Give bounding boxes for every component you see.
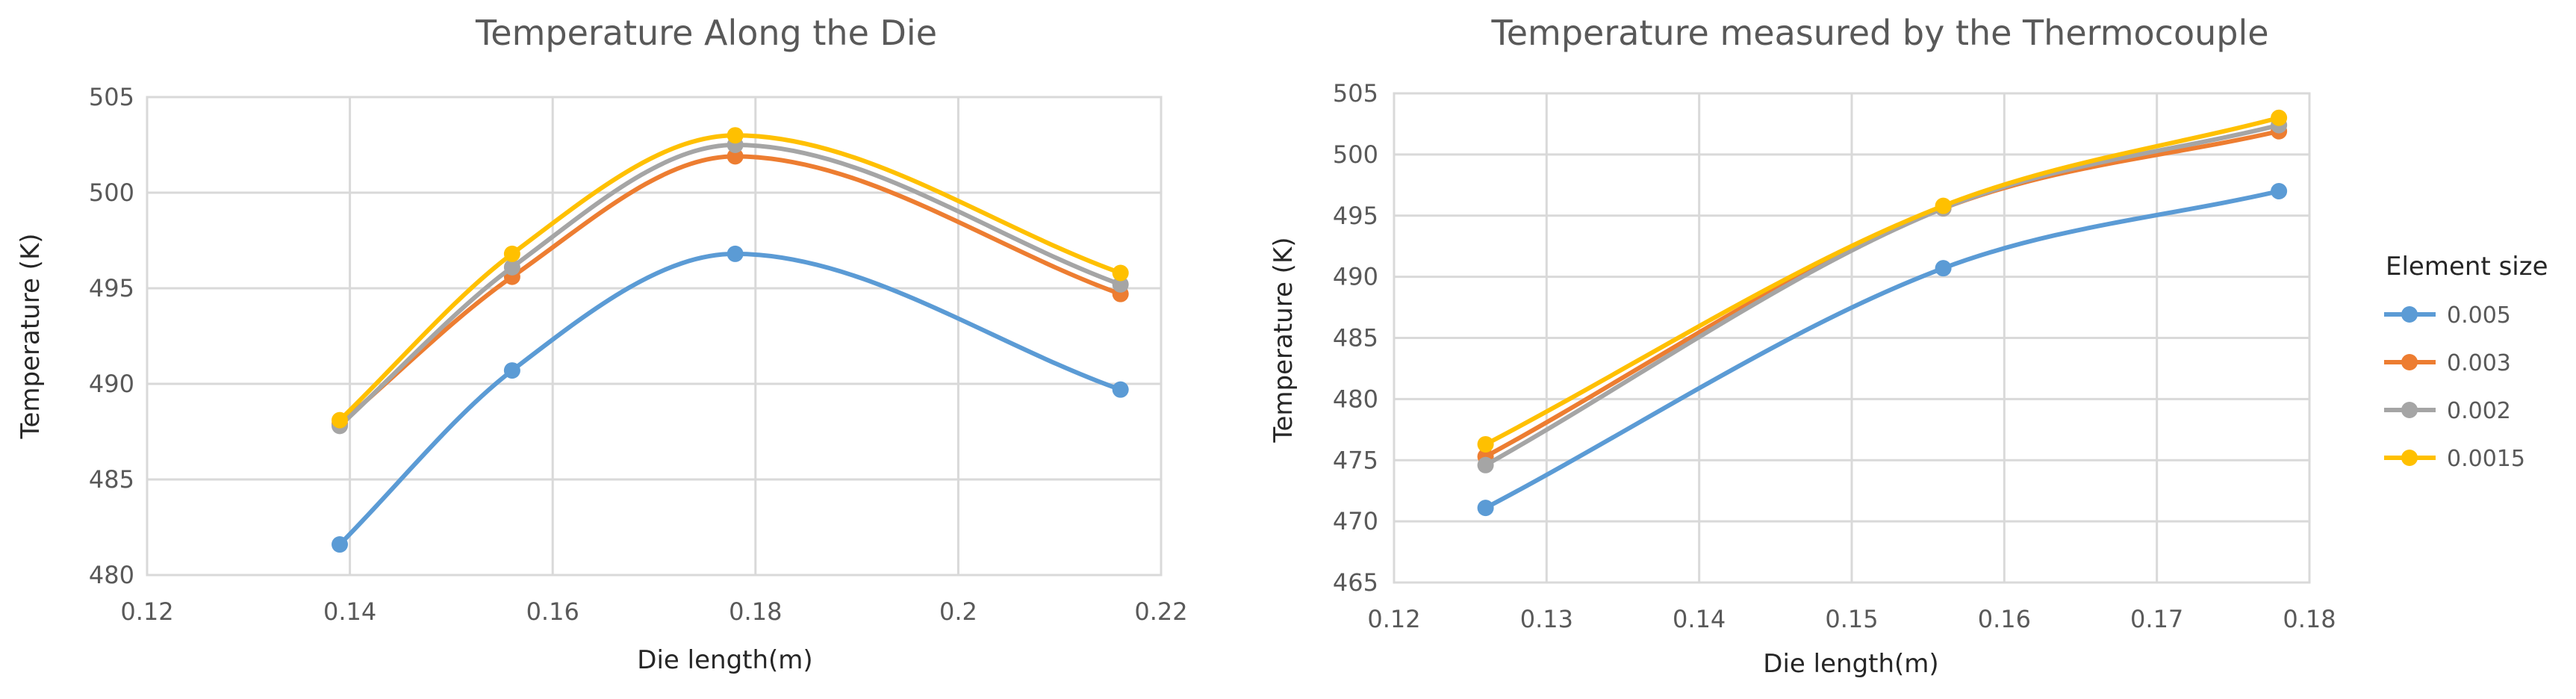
y-tick-label: 495 [89, 274, 134, 302]
legend-item-0.003: 0.003 [2384, 350, 2511, 376]
y-tick-label: 505 [89, 83, 134, 111]
x-tick-label: 0.22 [1134, 597, 1187, 626]
legend-label: 0.002 [2447, 398, 2511, 424]
data-point-0.0015 [1112, 264, 1129, 282]
legend-item-0.002: 0.002 [2384, 398, 2511, 424]
y-tick-label: 505 [1333, 79, 1378, 108]
gridlines [1393, 92, 2311, 584]
y-tick-label: 485 [1333, 324, 1378, 352]
data-point-0.003 [727, 148, 744, 165]
legend-title: Element size [2386, 252, 2548, 282]
chart-title: Temperature measured by the Thermocouple [1490, 13, 2268, 53]
y-tick-label: 480 [89, 561, 134, 589]
data-point-0.005 [503, 362, 520, 379]
legend-items: 0.005 0.003 0.002 0.0015 [2384, 302, 2525, 472]
y-tick-label: 495 [1333, 202, 1378, 230]
legend-label: 0.0015 [2447, 446, 2525, 472]
data-point-0.0015 [1477, 435, 1494, 453]
plot-area [146, 96, 1163, 577]
legend-item-0.005: 0.005 [2384, 302, 2511, 329]
series-layer [332, 127, 1129, 553]
y-tick-label: 485 [89, 465, 134, 494]
series-line-0.0015 [1483, 115, 2282, 447]
data-point-0.005 [1477, 500, 1494, 517]
x-tick-label: 0.12 [1367, 605, 1420, 633]
x-tick-label: 0.15 [1825, 605, 1878, 633]
data-point-0.002 [503, 258, 520, 276]
x-tick-label: 0.16 [1978, 605, 2031, 633]
x-tick-label: 0.14 [323, 597, 376, 626]
y-tick-label: 490 [89, 370, 134, 398]
data-point-0.0015 [503, 245, 520, 262]
legend: Element size 0.005 0.003 0.002 0.0015 [2384, 252, 2548, 472]
legend-swatch-marker [2401, 306, 2418, 323]
data-point-0.0015 [2271, 109, 2288, 126]
x-tick-label: 0.16 [526, 597, 579, 626]
x-axis-title: Die length(m) [637, 645, 812, 675]
data-point-0.005 [332, 536, 349, 553]
legend-swatch-marker [2401, 354, 2418, 370]
chart-title: Temperature Along the Die [475, 13, 937, 53]
plot-area [1393, 92, 2311, 584]
x-tick-label: 0.17 [2130, 605, 2183, 633]
tick-labels: 0.12 0.13 0.14 0.15 0.16 0.17 0.18 465 470 475 480… [1333, 79, 2336, 633]
y-tick-label: 490 [1333, 263, 1378, 291]
series-line-0.005 [337, 251, 1123, 547]
data-point-0.002 [1112, 276, 1129, 293]
y-axis-title: Temperature (K) [16, 233, 46, 439]
data-point-0.005 [1112, 381, 1129, 398]
x-axis-title: Die length(m) [1763, 649, 1938, 679]
x-tick-label: 0.13 [1520, 605, 1573, 633]
legend-swatch-marker [2401, 450, 2418, 466]
series-line-0.003 [337, 154, 1123, 426]
legend-label: 0.003 [2447, 350, 2511, 376]
x-tick-label: 0.18 [2283, 605, 2336, 633]
chart-thermocouple-temperature: Temperature measured by the Thermocouple… [1269, 13, 2336, 679]
tick-labels: 0.12 0.14 0.16 0.18 0.2 0.22 480 485 490 495 500 50… [89, 83, 1188, 626]
legend-item-0.0015: 0.0015 [2384, 446, 2525, 472]
series-line-0.0015 [337, 133, 1123, 423]
series-layer [1477, 109, 2288, 517]
legend-swatch-marker [2401, 402, 2418, 418]
y-tick-label: 470 [1333, 507, 1378, 535]
data-point-0.002 [1477, 456, 1494, 473]
data-point-0.0015 [1935, 197, 1952, 214]
data-point-0.0015 [727, 127, 744, 144]
x-tick-label: 0.2 [939, 597, 977, 626]
series-line-0.002 [1483, 122, 2282, 467]
data-point-0.005 [727, 245, 744, 262]
legend-label: 0.005 [2447, 302, 2511, 329]
data-point-0.005 [2271, 183, 2288, 199]
data-point-0.0015 [332, 411, 349, 429]
chart-temperature-along-die: Temperature Along the Die 0.12 0.14 0.16 0.… [16, 13, 1188, 675]
data-point-0.005 [1935, 260, 1952, 277]
y-tick-label: 465 [1333, 568, 1378, 597]
y-axis-title: Temperature (K) [1269, 237, 1298, 443]
series-line-0.002 [337, 142, 1123, 429]
x-tick-label: 0.14 [1673, 605, 1726, 633]
y-tick-label: 500 [89, 178, 134, 207]
y-tick-label: 475 [1333, 446, 1378, 474]
x-tick-label: 0.12 [120, 597, 173, 626]
series-line-0.005 [1483, 189, 2282, 511]
y-tick-label: 500 [1333, 140, 1378, 169]
y-tick-label: 480 [1333, 385, 1378, 413]
x-tick-label: 0.18 [729, 597, 782, 626]
